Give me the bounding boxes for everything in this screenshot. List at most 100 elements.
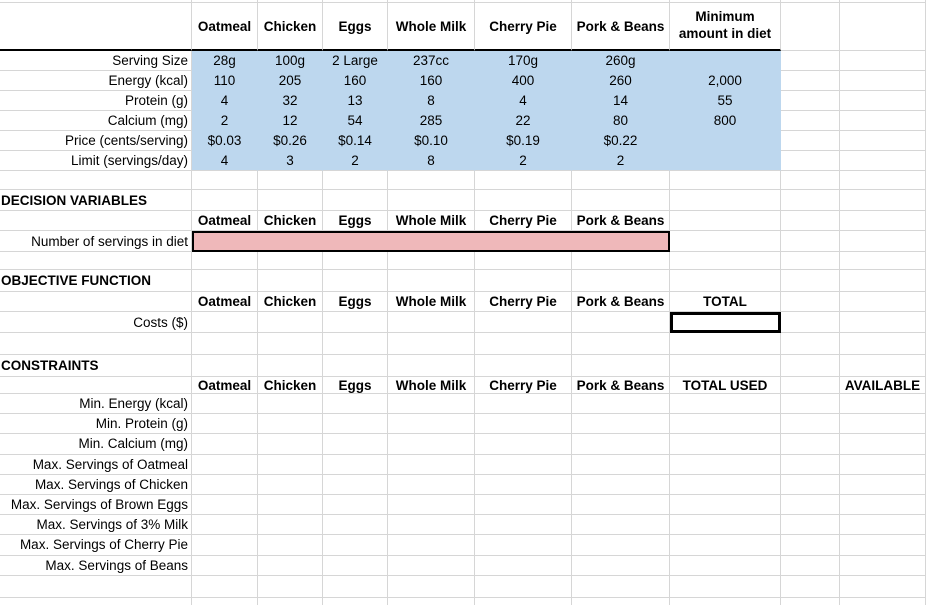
constraint-total-used-cell[interactable]	[670, 414, 781, 435]
constraint-cell[interactable]	[388, 394, 475, 415]
constraint-cell[interactable]	[572, 414, 670, 435]
constraint-available-cell[interactable]	[840, 474, 926, 495]
constraint-cell[interactable]	[192, 394, 258, 415]
constraint-cell[interactable]	[475, 454, 572, 475]
cost-cell[interactable]	[192, 312, 258, 333]
constraint-total-used-cell[interactable]	[670, 555, 781, 576]
constraint-cell[interactable]	[475, 535, 572, 556]
constraint-cell[interactable]	[388, 414, 475, 435]
constraint-total-used-cell[interactable]	[670, 474, 781, 495]
constraint-cell[interactable]	[258, 535, 323, 556]
data-cell: 237cc	[388, 51, 475, 71]
constraint-available-cell[interactable]	[840, 434, 926, 455]
constraint-cell[interactable]	[388, 515, 475, 536]
constraint-cell[interactable]	[192, 515, 258, 536]
constraint-total-used-cell[interactable]	[670, 454, 781, 475]
constraint-cell[interactable]	[323, 535, 388, 556]
cost-cell[interactable]	[475, 312, 572, 333]
constraint-cell[interactable]	[475, 414, 572, 435]
constraint-cell[interactable]	[323, 394, 388, 415]
data-cell-minimum: 800	[670, 111, 781, 131]
header-pork-beans: Pork & Beans	[572, 377, 670, 394]
constraint-cell[interactable]	[388, 535, 475, 556]
constraint-cell[interactable]	[192, 494, 258, 516]
constraint-cell[interactable]	[258, 454, 323, 475]
constraint-cell[interactable]	[192, 535, 258, 556]
cost-cell[interactable]	[258, 312, 323, 333]
cost-cell[interactable]	[323, 312, 388, 333]
constraint-cell[interactable]	[388, 434, 475, 455]
cell	[781, 190, 840, 211]
constraint-cell[interactable]	[192, 555, 258, 576]
data-cell: $0.14	[323, 131, 388, 151]
constraint-cell[interactable]	[475, 515, 572, 536]
constraint-cell[interactable]	[258, 474, 323, 495]
constraint-cell[interactable]	[258, 515, 323, 536]
cell	[781, 211, 840, 231]
constraint-cell[interactable]	[388, 474, 475, 495]
constraint-total-used-cell[interactable]	[670, 515, 781, 536]
constraint-cell[interactable]	[475, 434, 572, 455]
constraint-cell[interactable]	[192, 454, 258, 475]
constraint-cell[interactable]	[475, 474, 572, 495]
header-pork-beans: Pork & Beans	[572, 3, 670, 51]
constraint-cell[interactable]	[258, 434, 323, 455]
cell	[258, 0, 323, 3]
cell	[192, 0, 258, 3]
constraint-cell[interactable]	[475, 494, 572, 516]
cell	[781, 252, 840, 270]
constraint-cell[interactable]	[388, 555, 475, 576]
constraint-cell[interactable]	[258, 555, 323, 576]
constraint-cell[interactable]	[192, 474, 258, 495]
constraint-cell[interactable]	[323, 434, 388, 455]
constraint-cell[interactable]	[192, 434, 258, 455]
servings-input-range[interactable]	[192, 231, 670, 252]
cell	[840, 252, 926, 270]
constraint-cell[interactable]	[572, 474, 670, 495]
constraint-cell[interactable]	[572, 454, 670, 475]
constraint-total-used-cell[interactable]	[670, 434, 781, 455]
constraint-cell[interactable]	[572, 434, 670, 455]
constraint-available-cell[interactable]	[840, 535, 926, 556]
cell	[572, 171, 670, 190]
constraint-cell[interactable]	[572, 535, 670, 556]
cost-cell[interactable]	[572, 312, 670, 333]
constraint-cell[interactable]	[323, 414, 388, 435]
constraint-cell[interactable]	[323, 494, 388, 516]
data-cell: 160	[323, 71, 388, 91]
total-cost-cell[interactable]	[670, 312, 781, 333]
data-cell: 2 Large	[323, 51, 388, 71]
constraint-available-cell[interactable]	[840, 555, 926, 576]
constraint-cell[interactable]	[258, 494, 323, 516]
constraint-cell[interactable]	[258, 394, 323, 415]
cell	[192, 355, 258, 377]
constraint-label: Max. Servings of 3% Milk	[0, 515, 192, 536]
constraint-cell[interactable]	[388, 494, 475, 516]
header-cherry-pie: Cherry Pie	[475, 292, 572, 312]
constraint-cell[interactable]	[323, 474, 388, 495]
constraint-total-used-cell[interactable]	[670, 535, 781, 556]
constraint-cell[interactable]	[572, 394, 670, 415]
header-oatmeal: Oatmeal	[192, 292, 258, 312]
cell	[388, 355, 475, 377]
constraint-cell[interactable]	[475, 394, 572, 415]
cost-cell[interactable]	[388, 312, 475, 333]
constraint-available-cell[interactable]	[840, 515, 926, 536]
constraint-cell[interactable]	[323, 454, 388, 475]
constraint-total-used-cell[interactable]	[670, 394, 781, 415]
constraint-available-cell[interactable]	[840, 414, 926, 435]
cell	[781, 51, 840, 71]
constraint-cell[interactable]	[258, 414, 323, 435]
constraint-cell[interactable]	[475, 555, 572, 576]
constraint-total-used-cell[interactable]	[670, 494, 781, 516]
constraint-cell[interactable]	[323, 515, 388, 536]
constraint-cell[interactable]	[572, 555, 670, 576]
constraint-cell[interactable]	[572, 515, 670, 536]
constraint-available-cell[interactable]	[840, 454, 926, 475]
constraint-available-cell[interactable]	[840, 494, 926, 516]
constraint-cell[interactable]	[388, 454, 475, 475]
constraint-available-cell[interactable]	[840, 394, 926, 415]
constraint-cell[interactable]	[572, 494, 670, 516]
constraint-cell[interactable]	[192, 414, 258, 435]
constraint-cell[interactable]	[323, 555, 388, 576]
